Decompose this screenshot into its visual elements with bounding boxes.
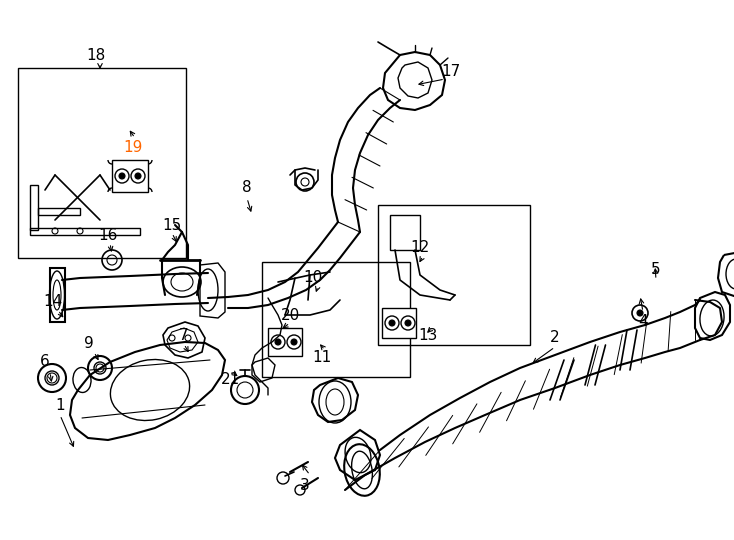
Text: 16: 16 <box>98 227 117 242</box>
Text: 15: 15 <box>162 218 181 233</box>
Text: 18: 18 <box>87 48 106 63</box>
Polygon shape <box>268 328 302 356</box>
Text: 11: 11 <box>313 350 332 366</box>
Text: 13: 13 <box>418 327 437 342</box>
Bar <box>262 262 410 377</box>
Text: 19: 19 <box>123 140 142 156</box>
Text: 10: 10 <box>303 271 323 286</box>
Text: 12: 12 <box>410 240 429 255</box>
Text: 20: 20 <box>280 307 299 322</box>
Polygon shape <box>382 308 416 338</box>
Text: 5: 5 <box>651 262 661 278</box>
Circle shape <box>275 339 281 345</box>
Text: 21: 21 <box>220 373 239 388</box>
Text: 3: 3 <box>300 477 310 492</box>
Circle shape <box>389 320 395 326</box>
Text: 1: 1 <box>55 397 65 413</box>
Text: 8: 8 <box>242 180 252 195</box>
Circle shape <box>119 173 125 179</box>
Text: 17: 17 <box>441 64 461 79</box>
Bar <box>378 205 530 345</box>
Circle shape <box>291 339 297 345</box>
Circle shape <box>405 320 411 326</box>
Text: 7: 7 <box>179 327 189 342</box>
Polygon shape <box>112 160 148 192</box>
Text: 4: 4 <box>638 314 648 329</box>
Text: 14: 14 <box>43 294 62 309</box>
Text: 9: 9 <box>84 335 94 350</box>
Circle shape <box>135 173 141 179</box>
Text: 6: 6 <box>40 354 50 369</box>
Bar <box>18 68 186 258</box>
Text: 2: 2 <box>550 330 560 346</box>
Circle shape <box>637 310 643 316</box>
